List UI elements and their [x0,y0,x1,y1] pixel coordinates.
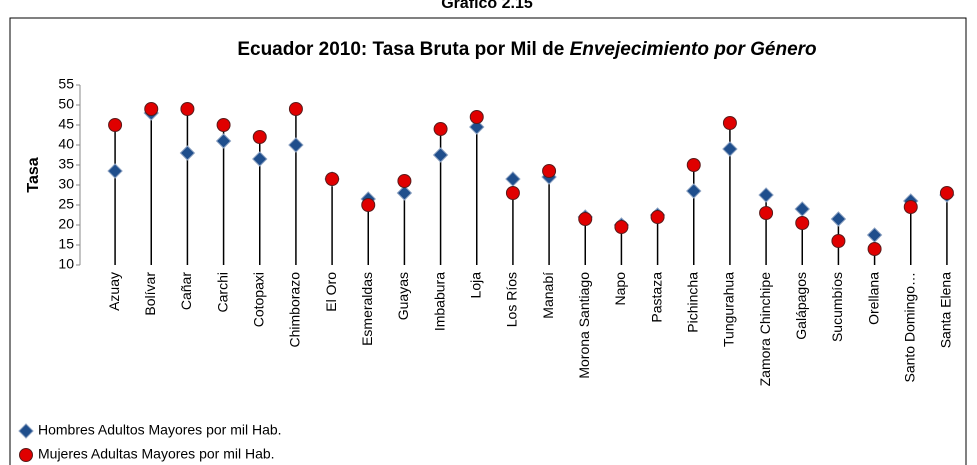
x-tick-label: Orellana [865,272,881,325]
x-tick-label: Cotopaxi [250,272,266,327]
x-tick-label: El Oro [323,272,339,312]
circle-marker [759,206,774,220]
circle-marker [686,158,701,172]
circle-marker [903,200,918,214]
y-tick-label: 20 [58,216,74,232]
frame [9,17,967,465]
x-tick-label: Zamora Chinchipe [757,272,773,387]
circle-marker [433,122,448,136]
y-tick-label: 25 [58,196,74,212]
circle-marker [795,216,810,230]
x-tick-label: Sucumbíos [829,272,845,342]
heading: Gráfico 2.15 [441,0,533,12]
circle-marker [505,186,520,200]
x-tick-label: Chimborazo [287,272,303,348]
x-tick-label: Bolívar [142,272,158,316]
diamond-marker [505,171,521,187]
y-axis-label: Tasa [25,157,42,192]
circle-marker [216,118,231,132]
legend-label: Hombres Adultos Mayores por mil Hab. [38,422,282,438]
diamond-marker [107,163,123,179]
circle-marker [144,102,159,116]
y-tick-label: 30 [58,176,74,192]
diamond-marker [758,187,774,203]
diamond-marker [469,119,485,135]
x-tick-label: Imbabura [431,272,447,331]
x-tick-label: Santo Domingo… [901,272,917,383]
y-tick-label: 35 [58,156,74,172]
circle-marker [397,174,412,188]
x-tick-label: Tungurahua [721,272,737,347]
diamond-marker [288,137,304,153]
circle-marker [831,234,846,248]
y-tick-label: 15 [58,236,74,252]
diamond-marker [722,141,738,157]
y-tick-label: 10 [58,256,74,272]
legend-label: Mujeres Adultas Mayores por mil Hab. [38,446,275,462]
legend-marker [19,448,33,462]
legend-marker [18,423,34,439]
diamond-marker [794,201,810,217]
x-tick-label: Esmeraldas [359,272,375,346]
x-tick-label: Loja [467,272,483,299]
x-tick-label: Cañar [178,272,194,310]
circle-marker [867,242,882,256]
y-tick-label: 45 [58,116,74,132]
diamond-marker [396,185,413,201]
x-tick-label: Los Ríos [504,272,520,327]
circle-marker [722,116,737,130]
x-tick-label: Guayas [395,272,411,320]
y-tick-label: 40 [58,136,74,152]
title-plain: Ecuador 2010: Tasa Bruta por Mil de [237,39,569,60]
circle-marker [650,210,665,224]
circle-marker [288,102,303,116]
x-tick-label: Pastaza [648,272,664,323]
diamond-marker [866,227,883,243]
x-tick-label: Pichincha [684,272,700,333]
x-tick-label: Manabí [540,272,556,319]
circle-marker [252,130,267,144]
circle-marker [361,198,376,212]
x-tick-label: Morona Santiago [576,272,592,379]
diamond-marker [215,133,232,149]
circle-marker [939,186,954,200]
y-tick-label: 55 [58,76,74,92]
diamond-marker [830,211,847,227]
circle-marker [614,220,629,234]
circle-marker [542,164,557,178]
title-italic: Envejecimiento por Género [570,39,817,60]
x-tick-label: Azuay [106,272,122,311]
x-tick-label: Napo [612,272,628,306]
chart-title: Ecuador 2010: Tasa Bruta por Mil de Enve… [237,39,816,60]
diamond-marker [686,183,702,199]
diamond-marker [179,145,196,161]
diamond-marker [252,151,268,167]
y-tick-label: 50 [58,96,74,112]
x-tick-label: Santa Elena [938,272,954,348]
circle-marker [108,118,123,132]
circle-marker [180,102,195,116]
circle-marker [469,110,484,124]
x-tick-label: Galápagos [793,272,809,340]
x-tick-label: Carchi [214,272,230,312]
circle-marker [325,172,340,186]
circle-marker [578,212,593,226]
diamond-marker [432,147,449,163]
